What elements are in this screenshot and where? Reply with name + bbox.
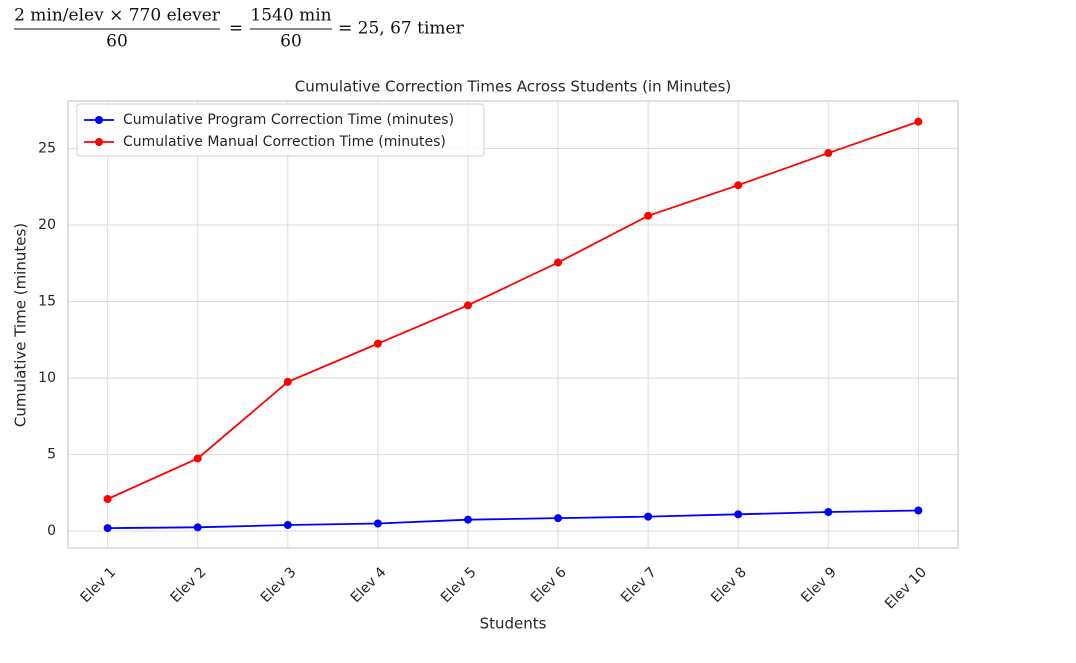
x-tick-label: Elev 7	[618, 564, 660, 606]
legend-marker	[95, 138, 103, 146]
x-tick-label: Elev 1	[78, 564, 120, 606]
y-tick-label: 25	[38, 140, 56, 156]
x-tick-label: Elev 9	[798, 564, 840, 606]
plot	[103, 117, 923, 533]
plot-frame	[67, 100, 959, 549]
fraction-denominator: 60	[280, 32, 302, 52]
data-point	[283, 377, 292, 386]
y-tick-label: 0	[47, 523, 56, 539]
x-tick-label: Elev 8	[708, 564, 750, 606]
data-point	[554, 258, 563, 267]
grid	[68, 101, 958, 548]
legend: Cumulative Program Correction Time (minu…	[76, 103, 485, 157]
data-point	[193, 454, 202, 463]
chart-title: Cumulative Correction Times Across Stude…	[295, 78, 732, 96]
formula-result: = 25, 67 timer	[338, 19, 465, 39]
x-tick-label: Elev 5	[438, 564, 480, 606]
data-point	[463, 301, 472, 310]
x-tick-label: Elev 3	[258, 564, 300, 606]
data-point	[463, 515, 472, 524]
x-tick-label: Elev 6	[528, 564, 570, 606]
x-axis-label: Students	[480, 615, 547, 633]
data-point	[734, 181, 743, 190]
data-point	[554, 514, 563, 523]
data-point	[914, 506, 923, 515]
legend-box	[76, 103, 485, 157]
y-axis-label: Cumulative Time (minutes)	[12, 223, 30, 427]
legend-marker	[95, 116, 103, 124]
data-point	[644, 211, 653, 220]
fraction-numerator: 2 min/elev × 770 elever	[14, 6, 221, 26]
fraction-denominator: 60	[106, 32, 128, 52]
data-point	[914, 117, 923, 126]
data-point	[373, 519, 382, 528]
data-point	[103, 495, 112, 504]
data-point	[644, 512, 653, 521]
data-point	[283, 521, 292, 530]
data-point	[824, 149, 833, 158]
data-point	[734, 510, 743, 519]
equals-sign: =	[229, 19, 243, 39]
formula: 2 min/elev × 770 elever 60 = 1540 min 60…	[14, 6, 465, 52]
data-point	[824, 508, 833, 517]
data-point	[373, 339, 382, 348]
y-tick-label: 10	[38, 370, 56, 386]
series-line	[107, 509, 919, 529]
data-point	[103, 524, 112, 533]
y-tick-label: 20	[38, 217, 56, 233]
x-tick-label: Elev 10	[882, 564, 930, 612]
legend-label: Cumulative Manual Correction Time (minut…	[123, 134, 446, 150]
fraction-numerator: 1540 min	[250, 6, 331, 26]
x-tick-label: Elev 4	[348, 564, 390, 606]
data-point	[193, 523, 202, 532]
x-tick-label: Elev 2	[168, 564, 210, 606]
y-tick-label: 15	[38, 294, 56, 310]
legend-label: Cumulative Program Correction Time (minu…	[123, 112, 454, 128]
y-tick-label: 5	[47, 447, 56, 463]
series-line	[107, 120, 919, 500]
